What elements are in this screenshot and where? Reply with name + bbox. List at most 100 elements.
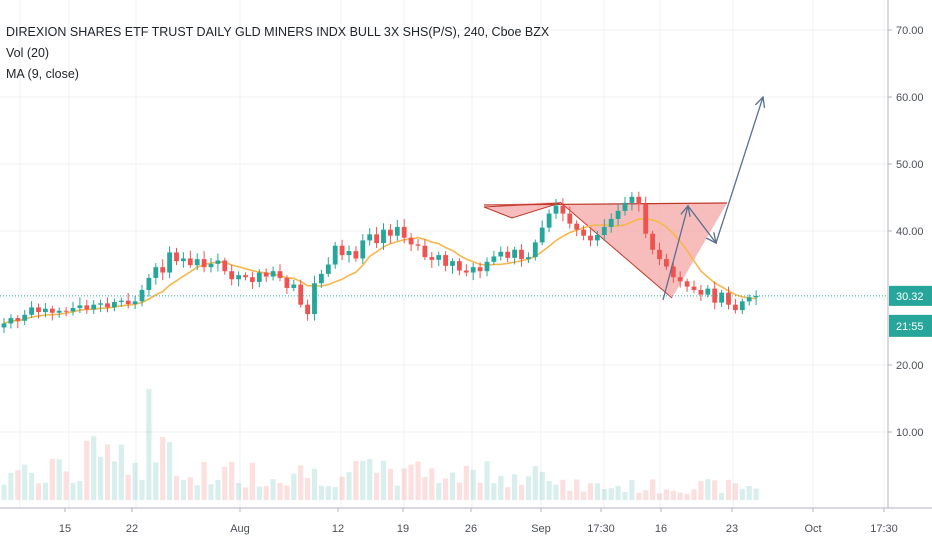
volume-bar [77, 481, 83, 500]
candle-body [422, 245, 428, 258]
candle-body [553, 205, 559, 214]
volume-bar [677, 492, 683, 500]
time-axis[interactable]: 15 22 Aug 12 19 26 Sep 17:30 16 23 Oct 17:30 [0, 507, 932, 535]
candle-body [105, 303, 110, 308]
volume-bar [463, 465, 469, 500]
candle-body [622, 202, 628, 211]
candle-body [56, 310, 62, 313]
chart-legend: DIREXION SHARES ETF TRUST DAILY GLD MINE… [6, 22, 549, 85]
volume-bar [546, 481, 552, 500]
volume-bar [242, 487, 249, 500]
countdown-badge [889, 314, 932, 337]
candle-body [491, 256, 497, 262]
time-tick-label: 26 [465, 523, 477, 535]
volume-bar [456, 482, 462, 500]
volume-bar [84, 440, 90, 500]
candle-body [112, 302, 117, 308]
volume-bar [380, 460, 387, 500]
volume-bar [449, 472, 456, 500]
candle-body [512, 249, 517, 258]
candle-body [332, 245, 338, 265]
candle-body [574, 223, 580, 230]
time-tick-label: Sep [531, 523, 551, 535]
volume-bar [553, 484, 559, 500]
volume-bar [311, 468, 318, 500]
volume-bar [118, 444, 124, 500]
volume-bar [270, 479, 276, 500]
candle-body [567, 213, 573, 224]
volume-bar [560, 479, 566, 500]
volume-bar [443, 478, 449, 500]
ma-line [3, 218, 757, 325]
volume-bar [629, 480, 635, 500]
candle-body [739, 301, 745, 311]
volume-bar [153, 462, 159, 500]
candle-body [98, 303, 103, 305]
candle-body [498, 251, 504, 257]
candle-body [691, 286, 697, 290]
candle-body [187, 258, 193, 266]
candle-body [367, 234, 373, 241]
volume-bar [29, 473, 35, 500]
price-tick-label: 10.00 [896, 427, 924, 439]
volume-bar [222, 466, 228, 500]
price-tick-label: 20.00 [896, 360, 924, 372]
time-tick-label: Aug [230, 523, 250, 535]
price-tick-label: 40.00 [896, 226, 924, 238]
candle-body [15, 318, 21, 321]
candle-body [615, 210, 621, 219]
volume-bar [518, 484, 525, 500]
volume-bar [581, 491, 587, 500]
volume-bar [415, 461, 421, 500]
countdown-badge-label: 21:55 [896, 321, 924, 333]
candle-body [684, 281, 690, 287]
candle-body [539, 227, 545, 243]
candle-body [733, 304, 738, 311]
volume-bar [394, 485, 400, 500]
volume-bar [574, 479, 580, 500]
grid [0, 0, 888, 508]
candle-body [484, 261, 490, 272]
volume-bar [215, 480, 221, 500]
candle-body [29, 307, 34, 315]
volume-bar [608, 488, 614, 500]
candle-body [401, 226, 407, 238]
volume-bar [615, 486, 621, 500]
candle-body [319, 273, 324, 284]
volume-bar [98, 456, 104, 500]
volume-bar [705, 479, 711, 500]
volume-bar [367, 458, 373, 500]
candle-body [657, 249, 662, 260]
volume-bar [277, 483, 283, 500]
candle-body [443, 255, 448, 266]
candle-body [132, 301, 138, 305]
time-tick-label: 22 [126, 523, 138, 535]
projection-arrows[interactable] [662, 95, 766, 301]
volume-bar [180, 479, 186, 500]
volume-bar [49, 458, 55, 500]
candle-body [532, 242, 538, 258]
volume-bar [587, 483, 594, 500]
volume-bar [339, 476, 345, 500]
projection-arrow-path [662, 96, 764, 301]
volume-bar [111, 461, 117, 500]
volume-bar [236, 482, 242, 500]
candle-body [160, 267, 166, 273]
volume-bar [256, 486, 262, 500]
volume-bar [15, 470, 21, 500]
volume-legend: Vol (20) [6, 46, 50, 60]
price-axis[interactable]: 70.00 60.00 50.00 40.00 20.00 10.00 [887, 0, 932, 508]
volume-bar [436, 482, 442, 500]
volume-bar [670, 490, 676, 500]
volume-bar [532, 466, 538, 500]
volume-bar [684, 493, 690, 500]
arrow-head-1 [680, 204, 691, 217]
candle-body [277, 271, 283, 278]
volume-bar [249, 462, 255, 500]
price-tick-label: 50.00 [896, 159, 924, 171]
volume-bar [725, 479, 732, 500]
volume-bar [650, 479, 656, 500]
volume-bar [539, 471, 545, 500]
